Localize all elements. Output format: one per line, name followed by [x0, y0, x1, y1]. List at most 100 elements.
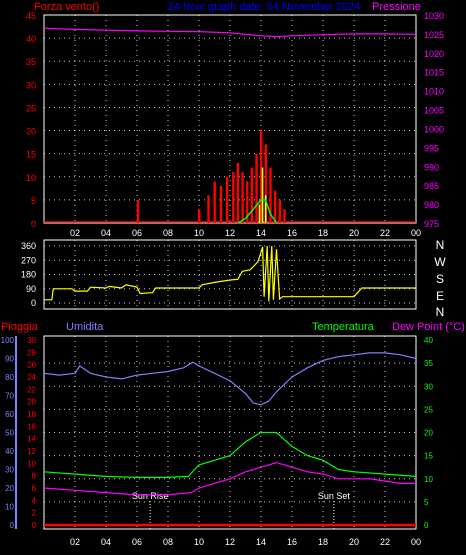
wind-x-tick: 14	[256, 228, 266, 238]
humidity-axis-tick: 80	[5, 373, 14, 382]
rain-axis-tick: 14	[27, 435, 36, 444]
rain-axis-tick: 28	[27, 348, 36, 357]
weather-x-tick: 08	[163, 537, 173, 547]
humidity-axis-tick: 50	[5, 429, 14, 438]
wind-bar	[260, 130, 263, 223]
rain-axis-tick: 10	[27, 459, 36, 468]
wind-bar	[213, 181, 216, 223]
pressure-axis-tick: 990	[424, 162, 439, 172]
wind-bar	[219, 186, 223, 223]
wind-x-tick: 16	[287, 228, 297, 238]
weather-x-tick: 02	[70, 537, 80, 547]
wind-axis-tick: 0	[31, 219, 36, 229]
gust-bar	[264, 195, 267, 223]
wind-x-tick: 06	[132, 228, 142, 238]
wind-axis-tick: 20	[26, 127, 36, 137]
temperatura-label: Temperatura	[312, 321, 375, 333]
wind-bar	[236, 162, 240, 223]
compass-s: S	[436, 272, 444, 286]
humidity-axis-tick: 10	[5, 503, 14, 512]
wind-axis-tick: 5	[31, 196, 36, 206]
temperature-axis-tick: 20	[424, 429, 433, 438]
weather-x-tick: 16	[287, 537, 297, 547]
wind-x-tick: 08	[163, 228, 173, 238]
humidity-axis-tick: 70	[5, 392, 14, 401]
direction-axis-tick: 270	[21, 255, 36, 265]
rain-axis-tick: 0	[32, 521, 37, 530]
wind-bar	[246, 181, 249, 223]
wind-bar	[283, 209, 286, 223]
dewpoint-line	[43, 461, 416, 496]
humidity-axis-tick: 40	[5, 447, 14, 456]
rain-axis-tick: 22	[27, 385, 36, 394]
compass-e: E	[436, 289, 444, 303]
wind-x-tick: 22	[380, 228, 390, 238]
humidity-axis-tick: 20	[5, 484, 14, 493]
wind-axis-tick: 30	[26, 80, 36, 90]
weather-x-tick: 06	[132, 537, 142, 547]
direction-line	[44, 245, 416, 302]
wind-x-tick: 18	[318, 228, 328, 238]
wind-bar	[278, 199, 281, 223]
wind-x-tick: 10	[194, 228, 204, 238]
temperature-axis-tick: 40	[424, 336, 433, 345]
rain-axis-tick: 24	[27, 373, 36, 382]
temperature-axis-tick: 30	[424, 382, 433, 391]
pressure-line	[43, 27, 417, 38]
pressure-axis-tick: 980	[424, 200, 439, 210]
wind-bar	[264, 144, 268, 223]
direction-axis-tick: 0	[31, 298, 36, 308]
umidita-label: Umidita	[66, 321, 104, 333]
dewpoint-label: Dew Point (°C)	[392, 321, 465, 333]
weather-x-tick: 18	[318, 537, 328, 547]
header-left-label: Forza vento()	[34, 1, 99, 13]
weather-x-tick: 22	[380, 537, 390, 547]
compass-w: W	[434, 255, 446, 269]
wind-bar	[269, 167, 272, 223]
rain-axis-tick: 26	[27, 361, 36, 370]
pressure-axis-tick: 1020	[424, 49, 444, 59]
wind-x-tick: 20	[349, 228, 359, 238]
wind-x-tick: 12	[225, 228, 235, 238]
wind-panel-frame	[43, 14, 417, 224]
pioggia-label: Pioggia	[1, 321, 39, 333]
weather-x-tick: 20	[349, 537, 359, 547]
wind-x-tick: 02	[70, 228, 80, 238]
rain-axis-tick: 16	[27, 422, 36, 431]
sunset-label: Sun Set	[318, 491, 351, 501]
temperature-axis-tick: 35	[424, 359, 433, 368]
rain-axis-tick: 6	[32, 484, 37, 493]
humidity-axis-tick: 100	[1, 336, 15, 345]
rain-axis-tick: 30	[27, 336, 36, 345]
wind-bar	[198, 209, 201, 223]
temperature-axis-tick: 10	[424, 475, 433, 484]
rain-axis-tick: 20	[27, 398, 36, 407]
weather-x-tick: 00	[411, 537, 421, 547]
rain-axis-tick: 8	[32, 472, 37, 481]
pressure-axis-tick: 1005	[424, 106, 444, 116]
wind-bar	[250, 167, 254, 223]
wind-axis-tick: 10	[26, 173, 36, 183]
wind-bar	[225, 176, 229, 223]
wind-axis-tick: 45	[26, 11, 36, 21]
gust-bar	[258, 204, 261, 223]
temperature-axis-tick: 15	[424, 452, 433, 461]
wind-axis-tick: 15	[26, 150, 36, 160]
weather-x-tick: 04	[101, 537, 111, 547]
wind-bar	[273, 190, 277, 223]
wind-bar	[136, 199, 140, 223]
wind-bar	[255, 153, 258, 223]
pressure-axis-tick: 995	[424, 143, 439, 153]
pressure-axis-tick: 1000	[424, 124, 444, 134]
wind-bar	[207, 195, 210, 223]
humidity-axis-tick: 90	[5, 355, 14, 364]
pressure-axis-tick: 1025	[424, 30, 444, 40]
rain-axis-tick: 18	[27, 410, 36, 419]
direction-axis-tick: 360	[21, 241, 36, 251]
pressure-axis-tick: 985	[424, 181, 439, 191]
temperature-line	[43, 431, 417, 478]
sunrise-label: Sun Rise	[132, 491, 169, 501]
rain-axis-tick: 4	[32, 496, 37, 505]
pressure-axis-tick: 1010	[424, 87, 444, 97]
